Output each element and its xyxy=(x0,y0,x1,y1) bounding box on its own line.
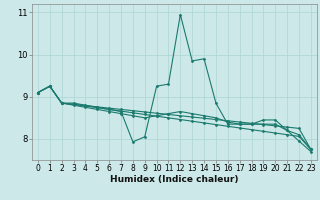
X-axis label: Humidex (Indice chaleur): Humidex (Indice chaleur) xyxy=(110,175,239,184)
